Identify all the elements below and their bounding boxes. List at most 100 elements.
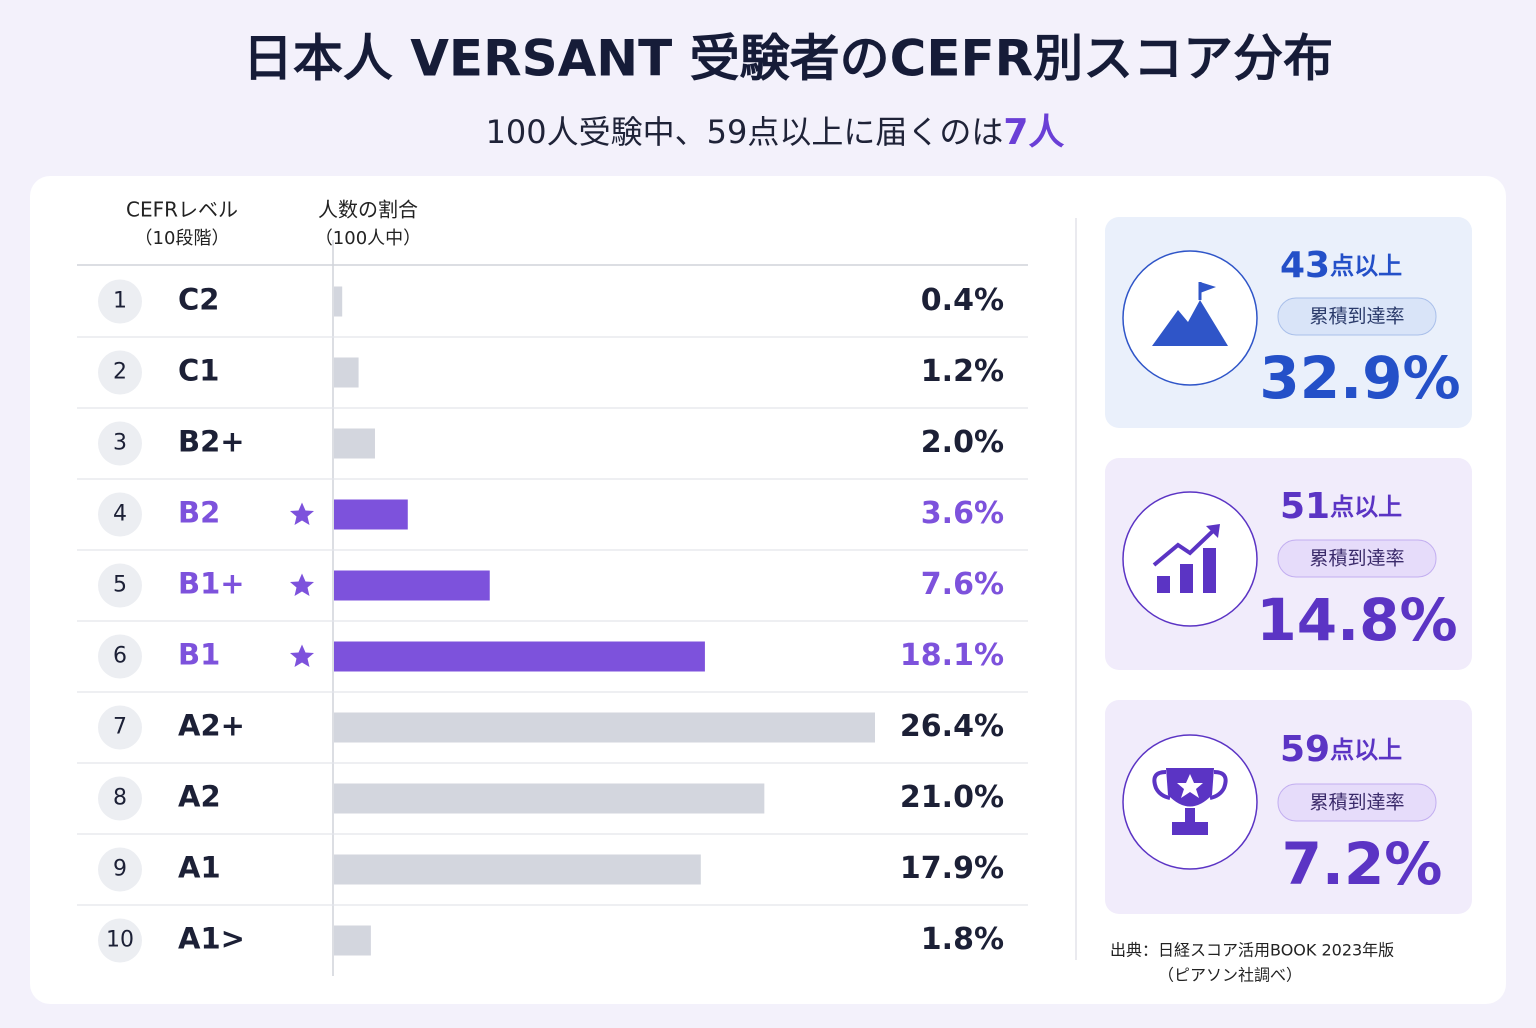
rank-badge: [98, 492, 142, 537]
level: B2+: [178, 425, 245, 459]
badge-text: 累積到達率: [1309, 548, 1404, 570]
icon-star: [1177, 774, 1203, 798]
star: [290, 644, 314, 667]
rank-badge: [98, 705, 142, 750]
card: 59点以上 累積到達率 7.2%: [1105, 700, 1472, 914]
rows: 1 C2 0.4% 2 C1 1.2% 3 B2+ 2.0% 4 B2 3.6% 5 B1+ 7.6% 6 B1…: [77, 279, 1028, 963]
bar: [334, 925, 371, 956]
value-label: 17.9%: [900, 851, 1004, 886]
icon-ring: [1122, 250, 1258, 386]
icon-handle: [1152, 770, 1171, 800]
level: C1: [178, 354, 219, 388]
subtitle-text: 100人受験中、59点以上に届くのは: [486, 113, 1004, 151]
subtitle-highlight: 7人: [1003, 112, 1064, 153]
icon-bar: [1180, 564, 1193, 593]
level: C2: [178, 283, 219, 317]
bar: [334, 428, 375, 459]
rank: 2: [113, 360, 127, 385]
card-value: 14.8%: [1256, 586, 1457, 654]
card-threshold: 59点以上: [1280, 729, 1402, 770]
badge-text: 累積到達率: [1309, 306, 1404, 328]
rank-badge: [98, 634, 142, 679]
rank-badge: [98, 563, 142, 608]
threshold-number: 59: [1280, 729, 1330, 770]
rank-badge: [98, 776, 142, 821]
card-value: 32.9%: [1259, 344, 1460, 412]
card: 51点以上 累積到達率 14.8%: [1105, 458, 1472, 670]
level: A1: [178, 851, 221, 885]
bar: [334, 783, 765, 814]
card-value: 7.2%: [1282, 830, 1443, 898]
level: A1>: [178, 922, 245, 956]
value-label: 7.6%: [921, 567, 1004, 602]
level: A2+: [178, 709, 245, 743]
header: 人数の割合: [318, 198, 418, 222]
card: 43点以上 累積到達率 32.9%: [1105, 217, 1472, 428]
value-label: 26.4%: [900, 709, 1004, 744]
rank: 9: [113, 857, 127, 882]
bar: [334, 357, 359, 388]
star: [290, 502, 314, 525]
rank: 4: [113, 502, 127, 527]
icon-handle: [1209, 770, 1228, 800]
rank: 7: [113, 715, 127, 740]
value-label: 1.2%: [921, 354, 1004, 389]
level: A2: [178, 780, 221, 814]
level: B1: [178, 638, 220, 672]
bar: [334, 286, 343, 317]
subtitle: 100人受験中、59点以上に届くのは7人: [486, 112, 1065, 153]
header: （10段階）: [135, 228, 230, 249]
badge: [1277, 539, 1437, 578]
icon-stem: [1185, 808, 1195, 822]
threshold-number: 43: [1280, 245, 1330, 286]
icon-base: [1172, 822, 1208, 835]
bar: [334, 854, 701, 885]
source: （ピアソン社調べ）: [1158, 966, 1302, 985]
header: CEFRレベル: [126, 198, 238, 222]
rank: 10: [106, 928, 134, 953]
star: [290, 573, 314, 596]
card-threshold: 43点以上: [1280, 245, 1402, 286]
title: 日本人 VERSANT 受験者のCEFR別スコア分布: [243, 30, 1333, 88]
threshold-unit: 点以上: [1330, 736, 1402, 764]
rank: 8: [113, 786, 127, 811]
rank: 6: [113, 644, 127, 669]
bar: [334, 499, 408, 530]
icon-arrowhead: [1206, 524, 1220, 538]
value-label: 2.0%: [921, 425, 1004, 460]
rank-badge: [98, 350, 142, 395]
level: B2: [178, 496, 220, 530]
bar: [334, 641, 705, 672]
icon-ring: [1122, 491, 1258, 627]
icon-arrow: [1152, 528, 1216, 567]
icon-flag: [1200, 282, 1216, 293]
value-label: 1.8%: [921, 922, 1004, 957]
value-label: 3.6%: [921, 496, 1004, 531]
icon-mountain: [1152, 300, 1228, 346]
rank: 1: [113, 289, 127, 314]
badge: [1277, 783, 1437, 822]
rank-badge: [98, 279, 142, 324]
threshold-number: 51: [1280, 486, 1330, 527]
value-label: 0.4%: [921, 283, 1004, 318]
source: 出典：日経スコア活用BOOK 2023年版: [1110, 941, 1394, 960]
level: B1+: [178, 567, 245, 601]
badge-text: 累積到達率: [1309, 792, 1404, 814]
rank-badge: [98, 918, 142, 963]
value-label: 18.1%: [900, 638, 1004, 673]
bar: [334, 712, 875, 743]
icon-bar: [1157, 576, 1170, 593]
card-threshold: 51点以上: [1280, 486, 1402, 527]
value-label: 21.0%: [900, 780, 1004, 815]
rank-badge: [98, 847, 142, 892]
icon-bar: [1203, 548, 1216, 593]
threshold-unit: 点以上: [1330, 252, 1402, 280]
rank-badge: [98, 421, 142, 466]
rank: 5: [113, 573, 127, 598]
header: （100人中）: [315, 228, 421, 249]
bar: [334, 570, 490, 601]
badge: [1277, 297, 1437, 336]
rank: 3: [113, 431, 127, 456]
threshold-unit: 点以上: [1330, 493, 1402, 521]
